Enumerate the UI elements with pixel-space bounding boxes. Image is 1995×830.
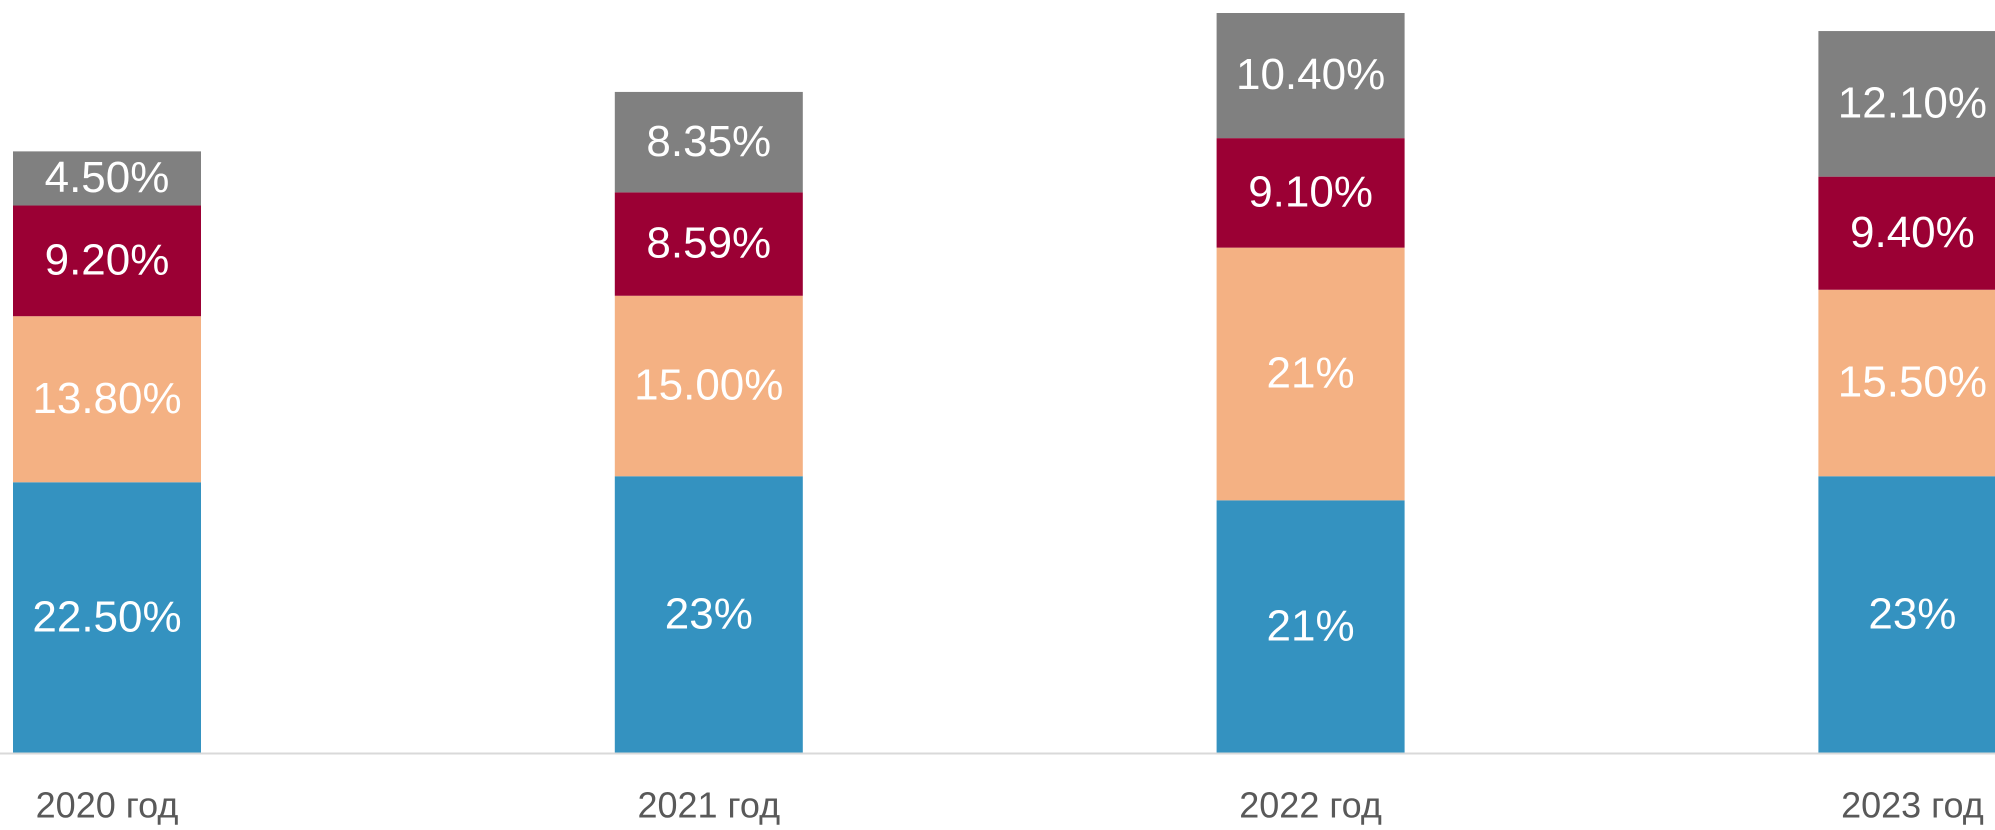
data-label: 9.40% — [1850, 208, 1975, 257]
bar-segment — [1216, 138, 1405, 248]
bar-segment — [614, 192, 803, 296]
x-tick-label: 2023 год — [1841, 785, 1984, 826]
bar-segment — [1818, 289, 1995, 477]
bar-segment — [1216, 13, 1405, 139]
data-label: 9.20% — [45, 235, 170, 284]
data-label: 15.50% — [1838, 358, 1987, 407]
data-label: 21% — [1267, 601, 1355, 650]
bar-segment — [13, 482, 201, 753]
bar-segment — [1818, 176, 1995, 290]
x-tick-label: 2022 год — [1239, 785, 1382, 826]
data-label: 10.40% — [1236, 50, 1385, 99]
data-label: 22.50% — [32, 592, 181, 641]
data-label: 15.00% — [634, 361, 783, 410]
bar-segment — [614, 476, 803, 753]
data-label: 21% — [1267, 349, 1355, 398]
data-label: 12.10% — [1838, 78, 1987, 127]
data-label: 23% — [1868, 589, 1956, 638]
bar-segment — [1216, 247, 1405, 501]
bar-segment — [1216, 500, 1405, 753]
bar-segment — [13, 316, 201, 483]
bar-segment — [13, 205, 201, 317]
bar-segment — [614, 295, 803, 477]
data-label: 23% — [665, 589, 753, 638]
bar-segment — [13, 151, 201, 206]
x-tick-label: 2021 год — [637, 785, 780, 826]
bar-segment — [1818, 476, 1995, 753]
data-label: 4.50% — [45, 153, 170, 202]
data-label: 13.80% — [32, 374, 181, 423]
x-tick-label: 2020 год — [36, 785, 179, 826]
bar-segment — [1818, 31, 1995, 177]
data-label: 8.59% — [646, 219, 771, 268]
bar-segment — [614, 91, 803, 193]
data-label: 9.10% — [1248, 168, 1373, 217]
data-label: 8.35% — [646, 117, 771, 166]
